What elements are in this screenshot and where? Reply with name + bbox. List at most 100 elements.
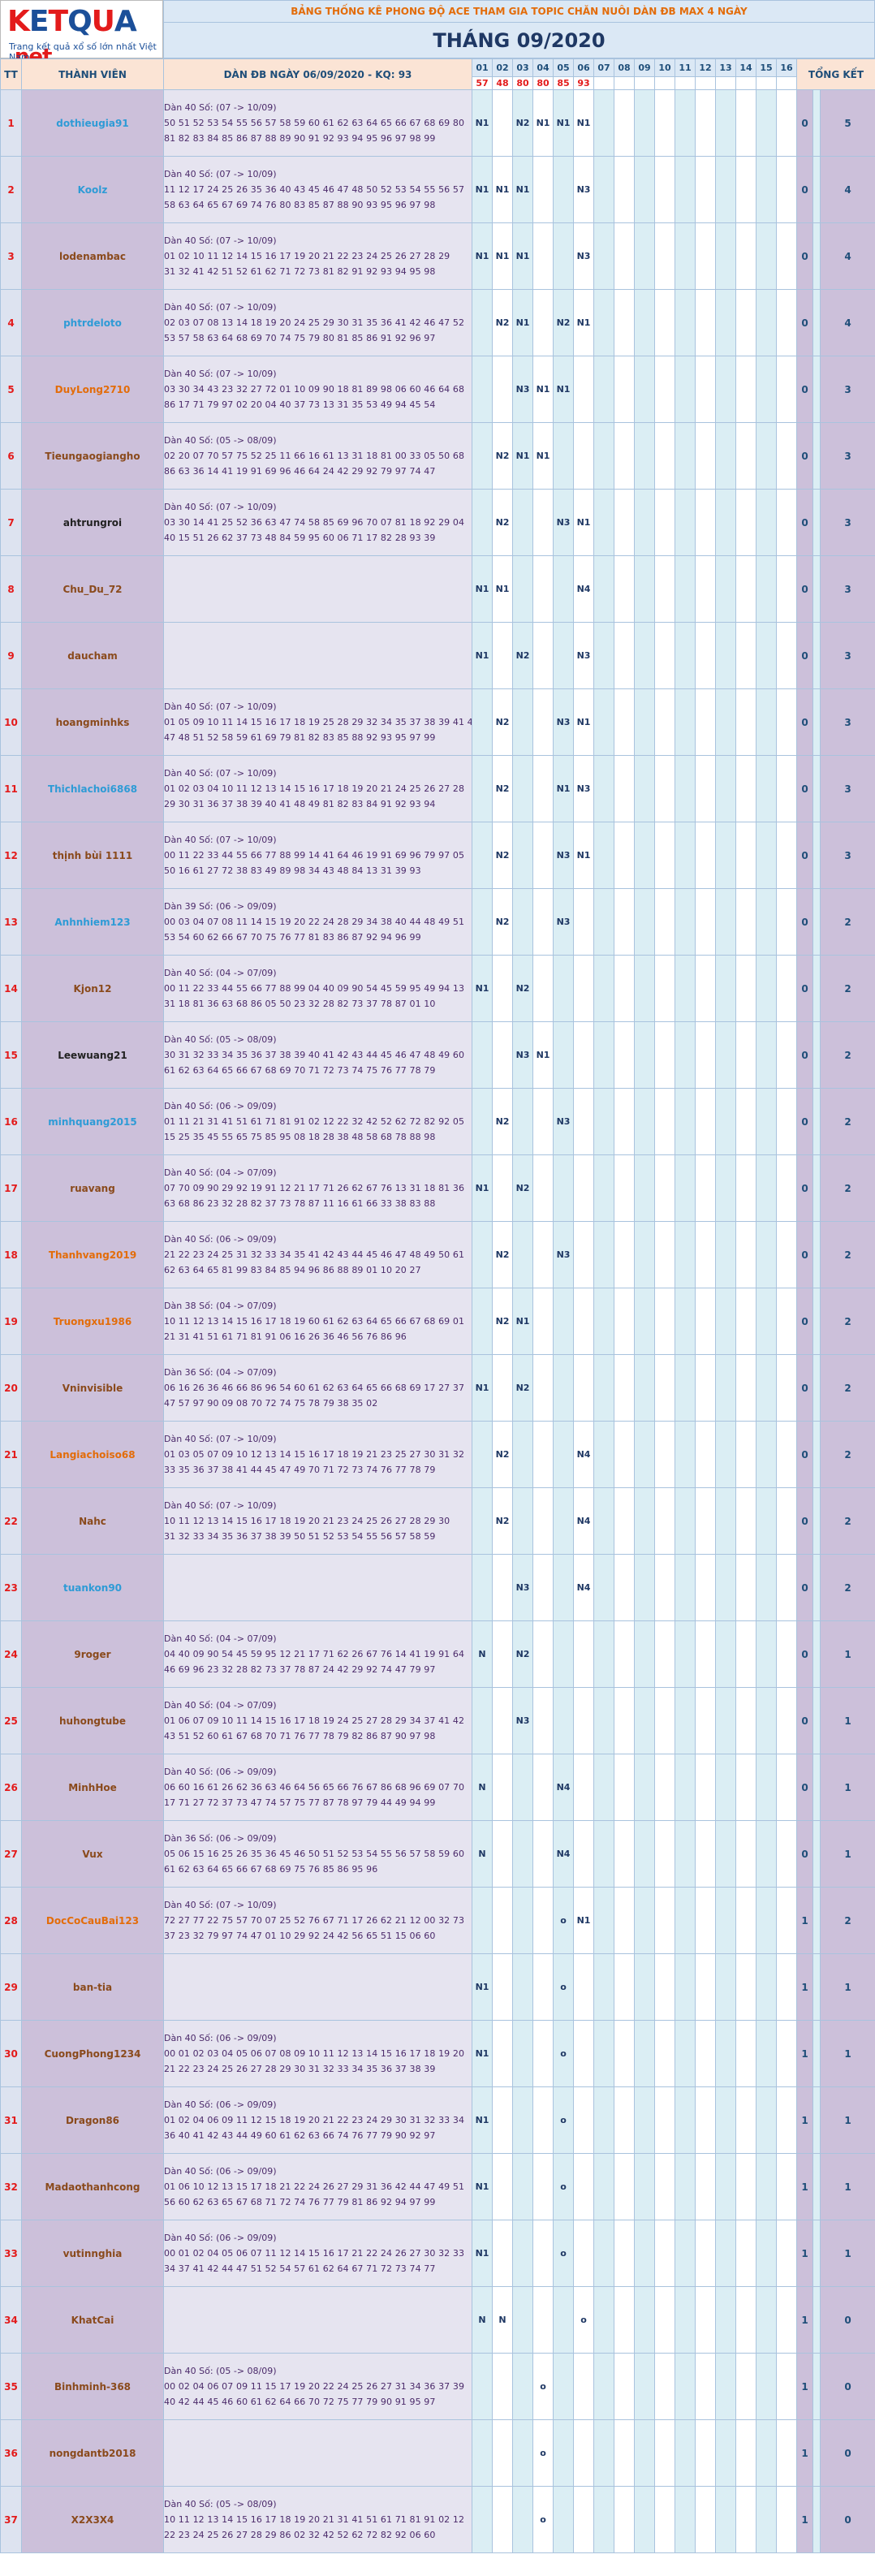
member-name[interactable]: Madaothanhcong bbox=[21, 2153, 164, 2220]
member-name[interactable]: DuyLong2710 bbox=[21, 356, 164, 423]
day-cell: N2 bbox=[492, 888, 513, 956]
member-name[interactable]: nongdantb2018 bbox=[21, 2419, 164, 2487]
member-name[interactable]: DocCoCauBai123 bbox=[21, 1887, 164, 1954]
day-cell: N3 bbox=[553, 1221, 574, 1288]
day-cell bbox=[695, 1088, 716, 1155]
member-name[interactable]: phtrdeloto bbox=[21, 289, 164, 356]
total-win: 3 bbox=[820, 489, 875, 556]
dan-numbers bbox=[163, 555, 472, 623]
dan-numbers: Dàn 40 Số: (05 -> 08/09) 30 31 32 33 34 3… bbox=[163, 1021, 472, 1089]
member-name[interactable]: Anhnhiem123 bbox=[21, 888, 164, 956]
member-name[interactable]: Leewuang21 bbox=[21, 1021, 164, 1089]
member-name[interactable]: hoangminhks bbox=[21, 688, 164, 756]
day-cell bbox=[472, 2353, 493, 2420]
day-cell bbox=[614, 422, 635, 490]
member-name[interactable]: tuankon90 bbox=[21, 1554, 164, 1621]
member-name[interactable]: daucham bbox=[21, 622, 164, 689]
day-cell bbox=[735, 1288, 756, 1355]
table-row: 3 lodenambac Dàn 40 Số: (07 -> 10/09) 01 02… bbox=[0, 222, 875, 290]
day-cell bbox=[675, 222, 696, 290]
member-name[interactable]: Truongxu1986 bbox=[21, 1288, 164, 1355]
day-cell bbox=[715, 1687, 736, 1754]
member-name[interactable]: Thichlachoi6868 bbox=[21, 755, 164, 822]
dan-line: 07 70 09 90 29 92 19 91 12 21 17 71 26 6… bbox=[164, 1183, 465, 1193]
member-name[interactable]: minhquang2015 bbox=[21, 1088, 164, 1155]
member-name[interactable]: lodenambac bbox=[21, 222, 164, 290]
dan-numbers: Dàn 39 Số: (06 -> 09/09) 00 03 04 07 08 1… bbox=[163, 888, 472, 956]
member-name[interactable]: Chu_Du_72 bbox=[21, 555, 164, 623]
day-header: 11 bbox=[675, 58, 696, 77]
day-cell bbox=[614, 1953, 635, 2021]
member-name[interactable]: KhatCai bbox=[21, 2286, 164, 2354]
day-cell bbox=[593, 2220, 614, 2287]
day-cell bbox=[634, 1221, 655, 1288]
day-cell bbox=[675, 89, 696, 157]
logo-letter: A bbox=[114, 5, 137, 38]
day-cell bbox=[593, 622, 614, 689]
member-name[interactable]: Binhminh-368 bbox=[21, 2353, 164, 2420]
dan-line: 01 06 10 12 13 15 17 18 21 22 24 26 27 2… bbox=[164, 2181, 465, 2192]
day-cell bbox=[735, 489, 756, 556]
day-cell bbox=[695, 1487, 716, 1555]
day-cell bbox=[675, 1687, 696, 1754]
member-name[interactable]: ban-tia bbox=[21, 1953, 164, 2021]
dan-title: Dàn 40 Số: (05 -> 08/09) bbox=[164, 2366, 277, 2376]
day-cell bbox=[715, 555, 736, 623]
member-name[interactable]: Vninvisible bbox=[21, 1354, 164, 1422]
member-name[interactable]: 9roger bbox=[21, 1620, 164, 1688]
member-name[interactable]: huhongtube bbox=[21, 1687, 164, 1754]
dan-title: Dàn 40 Số: (04 -> 07/09) bbox=[164, 1700, 277, 1711]
member-name[interactable]: Thanhvang2019 bbox=[21, 1221, 164, 1288]
member-name[interactable]: Langiachoiso68 bbox=[21, 1421, 164, 1488]
day-cell bbox=[675, 1887, 696, 1954]
day-cell bbox=[756, 1754, 777, 1821]
row-number: 22 bbox=[0, 1487, 22, 1555]
dan-numbers: Dàn 40 Số: (07 -> 10/09) 01 05 09 10 11 1… bbox=[163, 688, 472, 756]
total-win: 3 bbox=[820, 822, 875, 889]
member-name[interactable]: ruavang bbox=[21, 1154, 164, 1222]
day-cell: N2 bbox=[492, 289, 513, 356]
row-number: 15 bbox=[0, 1021, 22, 1089]
ketqua-logo[interactable]: KETQUA.net Trang kết quả xổ số lớn nhất … bbox=[0, 0, 163, 69]
day-cell bbox=[532, 222, 554, 290]
col-total: TỔNG KẾT bbox=[796, 58, 875, 90]
total-loss: 0 bbox=[796, 156, 813, 223]
member-name[interactable]: thịnh bùi 1111 bbox=[21, 822, 164, 889]
member-name[interactable]: dothieugia91 bbox=[21, 89, 164, 157]
member-name[interactable]: Nahc bbox=[21, 1487, 164, 1555]
day-cell bbox=[512, 1754, 533, 1821]
day-cell: N2 bbox=[492, 822, 513, 889]
day-cell bbox=[634, 755, 655, 822]
dan-numbers: Dàn 40 Số: (07 -> 10/09) 50 51 52 53 54 5… bbox=[163, 89, 472, 157]
day-cell bbox=[675, 1487, 696, 1555]
dan-line: 31 32 41 42 51 52 61 62 71 72 73 81 82 9… bbox=[164, 266, 436, 277]
day-cell bbox=[695, 888, 716, 956]
day-cell bbox=[492, 622, 513, 689]
member-name[interactable]: Tieungaogiangho bbox=[21, 422, 164, 490]
dan-line: 10 11 12 13 14 15 16 17 18 19 20 21 31 4… bbox=[164, 2514, 465, 2525]
day-cell bbox=[614, 1754, 635, 1821]
member-name[interactable]: Vux bbox=[21, 1820, 164, 1888]
member-name[interactable]: Kjon12 bbox=[21, 955, 164, 1022]
table-row: 2 Koolz Dàn 40 Số: (07 -> 10/09) 11 12 17 2… bbox=[0, 156, 875, 223]
dan-line: 06 60 16 61 26 62 36 63 46 64 56 65 66 7… bbox=[164, 1782, 465, 1793]
total-separator bbox=[812, 1021, 821, 1089]
day-cell bbox=[614, 1221, 635, 1288]
member-name[interactable]: Dragon86 bbox=[21, 2086, 164, 2154]
day-cell bbox=[654, 955, 675, 1022]
member-name[interactable]: Koolz bbox=[21, 156, 164, 223]
member-name[interactable]: X2X3X4 bbox=[21, 2486, 164, 2553]
day-cell bbox=[472, 489, 493, 556]
member-name[interactable]: MinhHoe bbox=[21, 1754, 164, 1821]
member-name[interactable]: CuongPhong1234 bbox=[21, 2020, 164, 2087]
day-cell bbox=[776, 356, 797, 423]
member-name[interactable]: vutinnghia bbox=[21, 2220, 164, 2287]
total-win: 3 bbox=[820, 422, 875, 490]
day-cell bbox=[735, 888, 756, 956]
day-cell bbox=[512, 2020, 533, 2087]
day-cell bbox=[776, 1354, 797, 1422]
total-loss: 1 bbox=[796, 2486, 813, 2553]
member-name[interactable]: ahtrungroi bbox=[21, 489, 164, 556]
day-cell bbox=[593, 2486, 614, 2553]
day-cell bbox=[735, 622, 756, 689]
